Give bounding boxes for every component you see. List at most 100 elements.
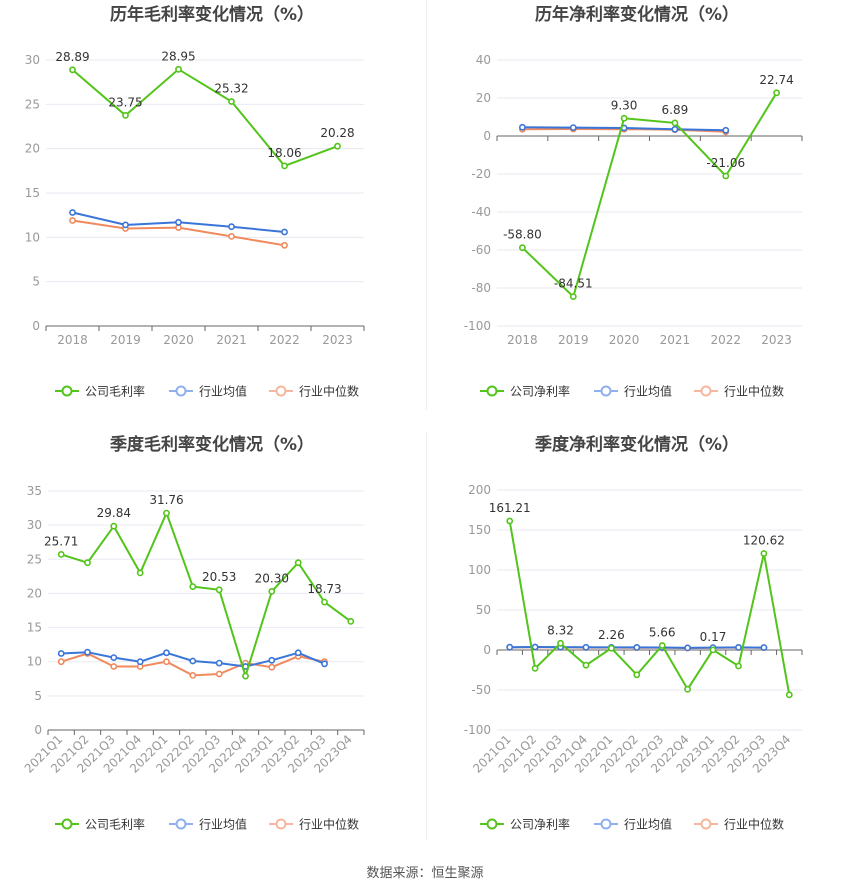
legend-item-avg: 行业均值	[169, 384, 247, 399]
series-line-company	[71, 68, 338, 168]
data-point-avg	[69, 209, 76, 216]
data-label: 6.89	[662, 103, 689, 117]
y-tick-label: 5	[34, 689, 42, 703]
y-tick-label: -20	[471, 167, 491, 181]
data-label: 25.32	[214, 81, 248, 95]
legend-marker-avg	[175, 385, 187, 397]
y-tick-label: 0	[34, 723, 42, 737]
x-tick-label: 2018	[507, 333, 538, 347]
data-point-company	[773, 89, 780, 97]
legend-label-median: 行业中位数	[724, 384, 784, 399]
annual-gross-margin-chart: 历年毛利率变化情况（%） 0 5 10 15 20 25 30 2018 2019 2020 2021…	[0, 0, 425, 430]
data-point-avg	[506, 643, 514, 651]
data-label: 20.30	[255, 571, 289, 585]
legend-label-avg: 行业均值	[624, 817, 672, 832]
y-tick-label: 50	[476, 603, 491, 617]
data-point-avg	[760, 644, 768, 651]
data-point-company	[136, 569, 144, 577]
data-point-company	[84, 559, 91, 567]
data-point-avg	[57, 650, 65, 657]
data-label: 9.30	[611, 98, 638, 112]
data-point-company	[268, 587, 276, 595]
chart-title: 季度毛利率变化情况（%）	[110, 434, 314, 455]
legend-label-avg: 行业均值	[199, 384, 247, 399]
data-point-median	[281, 241, 288, 249]
x-tick-label: 2023	[322, 333, 353, 347]
data-point-company	[281, 162, 288, 170]
data-label: 161.21	[489, 501, 531, 515]
data-point-company	[110, 522, 118, 530]
data-point-median	[69, 217, 76, 224]
legend-item-company: 公司净利率	[480, 817, 570, 832]
data-point-avg	[189, 657, 197, 665]
data-label: 25.71	[44, 534, 78, 548]
series-line-company	[521, 92, 778, 299]
legend-item-avg: 行业均值	[169, 817, 247, 832]
y-tick-label: 20	[25, 142, 40, 156]
chart-title: 历年毛利率变化情况（%）	[110, 4, 314, 25]
legend-item-company: 公司净利率	[480, 384, 570, 399]
data-point-company	[620, 114, 628, 122]
data-point-company	[242, 672, 249, 680]
y-tick-label: -80	[471, 281, 491, 295]
y-tick-label: 25	[27, 552, 42, 566]
y-tick-label: 40	[476, 53, 491, 67]
legend-item-avg: 行业均值	[594, 384, 672, 399]
data-point-avg	[569, 124, 577, 131]
data-point-company	[57, 551, 65, 558]
y-tick-label: 20	[476, 91, 491, 105]
data-point-company	[506, 517, 514, 525]
data-point-company	[582, 661, 590, 669]
legend-marker-company	[486, 818, 498, 830]
legend-label-company: 公司毛利率	[85, 817, 145, 832]
legend-item-avg: 行业均值	[594, 817, 672, 832]
legend-label-company: 公司净利率	[510, 384, 570, 399]
legend-marker-median	[275, 818, 287, 830]
data-label: -58.80	[503, 228, 542, 242]
data-point-avg	[281, 228, 288, 236]
chart-title: 历年净利率变化情况（%）	[535, 4, 739, 25]
y-tick-label: 35	[27, 484, 42, 498]
data-point-avg	[321, 660, 328, 668]
chart-svg-2: 季度毛利率变化情况（%）051015202530352021Q12021Q220…	[22, 434, 365, 832]
y-tick-label: -100	[464, 723, 491, 737]
data-point-company	[334, 142, 341, 150]
data-point-avg	[582, 643, 590, 651]
data-label: 23.75	[108, 95, 142, 109]
data-point-avg	[84, 648, 91, 656]
panel-divider-bottom	[426, 432, 427, 840]
x-tick-label: 2021	[660, 333, 691, 347]
data-point-company	[228, 98, 235, 105]
y-tick-label: 15	[25, 186, 40, 200]
y-tick-label: 150	[468, 523, 491, 537]
data-point-company	[175, 65, 182, 73]
quarterly-gross-margin-chart: 季度毛利率变化情况（%） 0 5 10 15 20 25 30 35 2021Q1 2021Q2 20…	[0, 430, 425, 860]
data-point-median	[110, 663, 118, 670]
chart-svg-3: 季度净利率变化情况（%）-100-500501001502002021Q1202…	[464, 434, 803, 832]
legend-label-company: 公司净利率	[510, 817, 570, 832]
data-point-company	[163, 509, 170, 517]
data-label: 2.26	[598, 628, 625, 642]
data-point-company	[735, 662, 742, 670]
chart-title: 季度净利率变化情况（%）	[535, 434, 739, 455]
data-point-avg	[136, 658, 144, 666]
y-tick-label: -100	[464, 319, 491, 333]
x-tick-label: 2020	[163, 333, 194, 347]
data-point-company	[189, 583, 197, 590]
legend-item-median: 行业中位数	[269, 817, 359, 832]
legend-marker-median	[700, 818, 712, 830]
data-point-company	[122, 112, 129, 119]
legend-marker-avg	[600, 818, 612, 830]
data-point-company	[569, 293, 577, 300]
data-label: 28.89	[55, 50, 89, 64]
y-tick-label: 30	[25, 53, 40, 67]
data-point-avg	[268, 656, 276, 664]
data-point-company	[531, 664, 539, 672]
data-point-avg	[531, 643, 539, 651]
chart-svg-0: 历年毛利率变化情况（%） 0 5 10 15 20 25 30 2018 2019 2020 2021…	[25, 4, 365, 399]
data-point-median	[163, 658, 170, 666]
data-point-avg	[735, 643, 742, 651]
data-label: 120.62	[743, 534, 785, 548]
data-label: 20.28	[320, 126, 354, 140]
data-point-median	[268, 663, 276, 671]
